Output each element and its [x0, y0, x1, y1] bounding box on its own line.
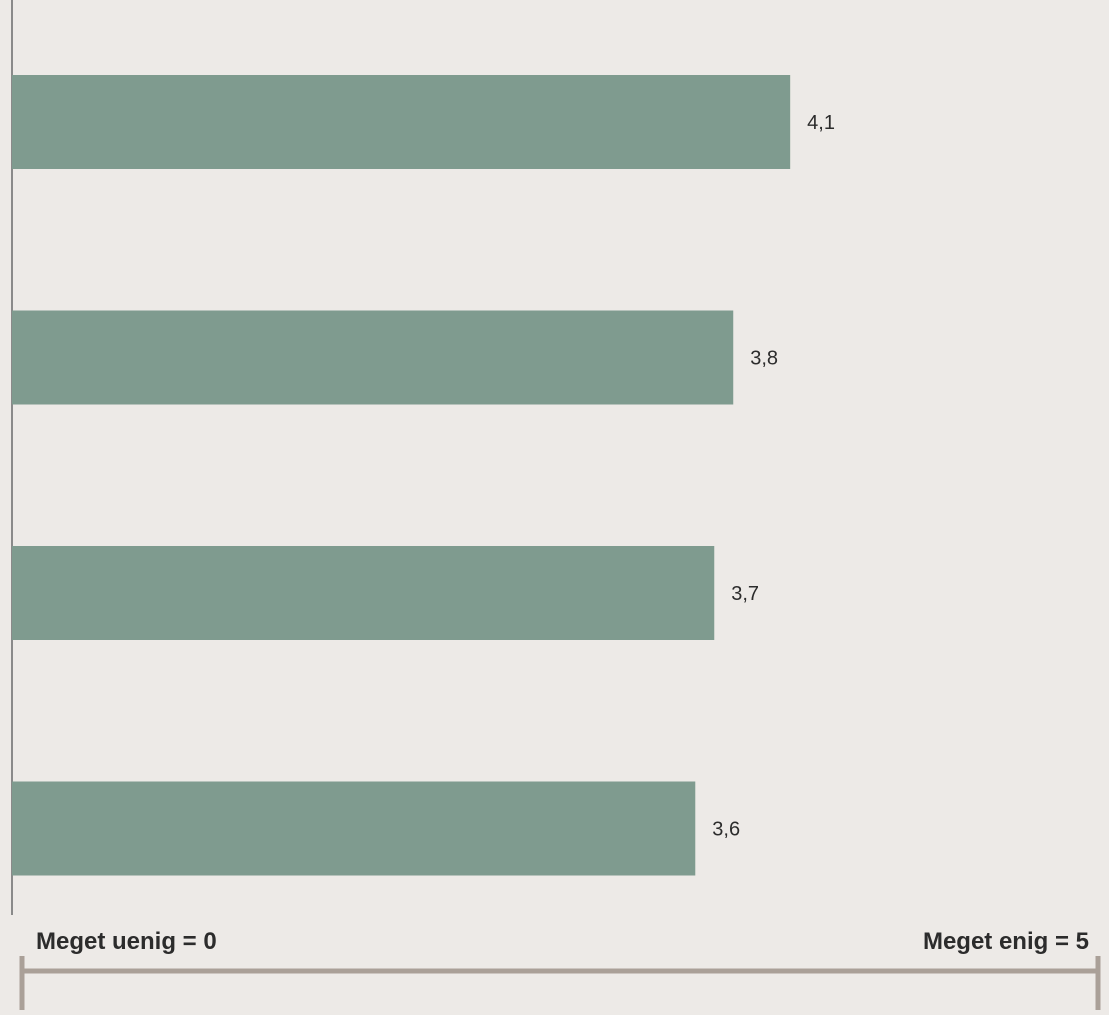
bar-value-label: 3,8 [750, 348, 778, 370]
scale-max-label: Meget enig = 5 [922, 928, 1089, 955]
bars: 4,1 3,8 3,7 3,6 [12, 75, 835, 876]
scale-bracket [19, 956, 1101, 1010]
bar [12, 781, 696, 876]
bar [12, 546, 715, 640]
scale-min-label: Meget uenig = 0 [36, 928, 217, 955]
bar-value-label: 4,1 [807, 112, 835, 134]
bar [12, 75, 791, 169]
bar-value-label: 3,6 [712, 819, 740, 841]
bar-value-label: 3,7 [731, 583, 759, 605]
bar [12, 310, 734, 405]
